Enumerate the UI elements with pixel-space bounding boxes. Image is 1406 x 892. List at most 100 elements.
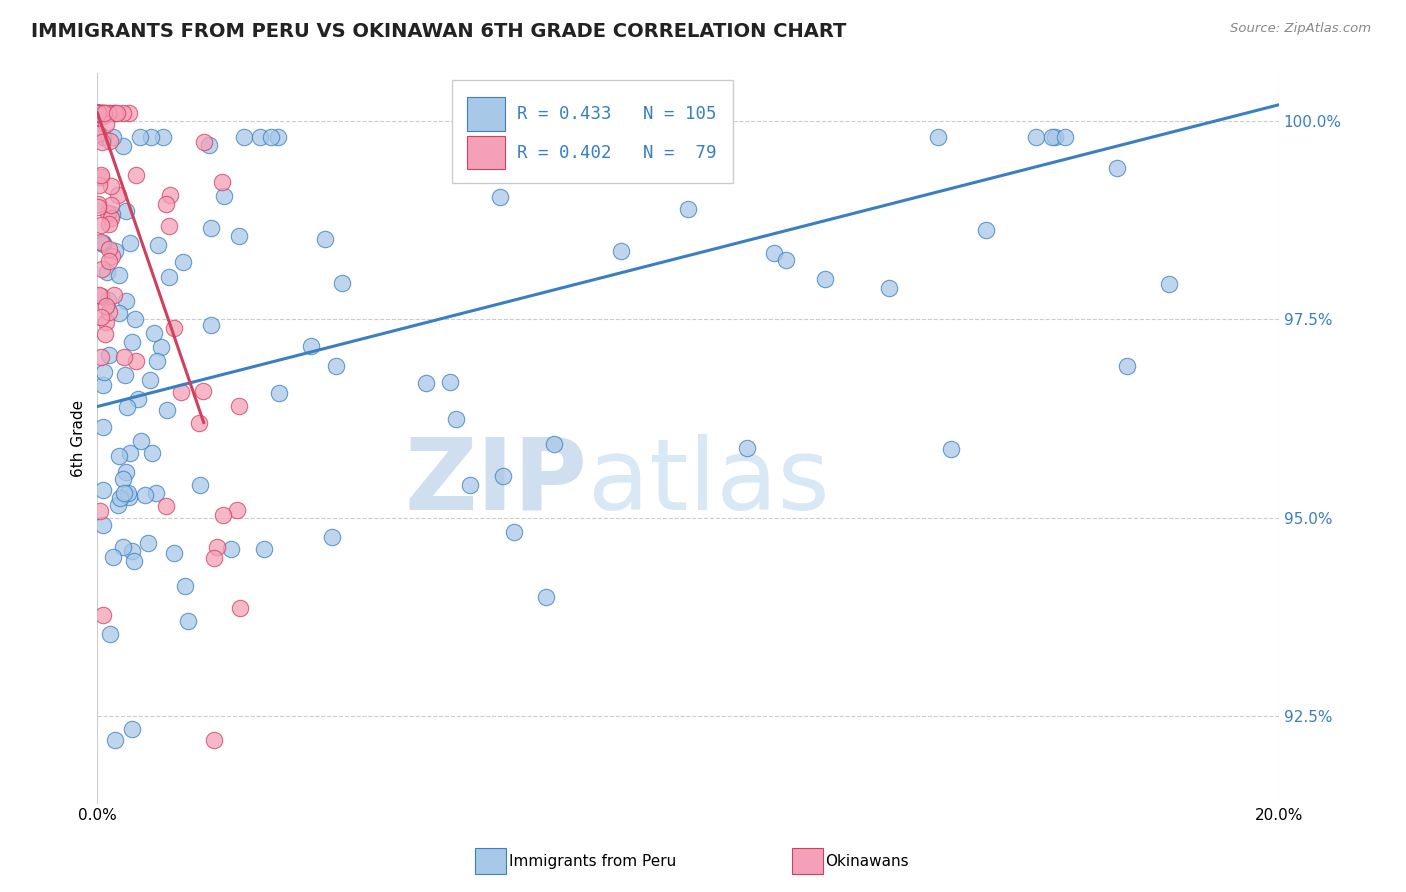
- Point: [120, 445, 142, 459]
- Point: [103, 549, 125, 564]
- Text: Okinawans: Okinawans: [825, 855, 908, 869]
- Point: [87, 127, 110, 141]
- Point: [172, 254, 194, 268]
- Point: [503, 525, 526, 540]
- Point: [610, 244, 633, 258]
- Point: [458, 478, 481, 492]
- Point: [136, 535, 159, 549]
- Point: [157, 269, 180, 284]
- Point: [128, 129, 150, 144]
- Point: [98, 627, 121, 641]
- Point: [121, 335, 143, 350]
- Text: Source: ZipAtlas.com: Source: ZipAtlas.com: [1230, 22, 1371, 36]
- Point: [299, 339, 322, 353]
- Point: [444, 411, 467, 425]
- Point: [87, 178, 110, 192]
- Point: [108, 491, 131, 506]
- Point: [155, 499, 177, 513]
- Point: [202, 551, 225, 566]
- Point: [939, 442, 962, 457]
- Point: [159, 187, 181, 202]
- Point: [111, 541, 134, 555]
- Point: [229, 600, 252, 615]
- Point: [228, 228, 250, 243]
- Point: [228, 399, 250, 413]
- FancyBboxPatch shape: [467, 136, 505, 169]
- Point: [108, 449, 131, 463]
- Point: [108, 268, 131, 283]
- Text: ZIP: ZIP: [405, 434, 588, 531]
- Point: [115, 204, 138, 219]
- Point: [202, 733, 225, 747]
- Point: [176, 614, 198, 628]
- Point: [91, 419, 114, 434]
- Point: [97, 206, 120, 220]
- Point: [146, 238, 169, 252]
- Point: [146, 354, 169, 368]
- Point: [134, 488, 156, 502]
- Point: [170, 384, 193, 399]
- Point: [120, 236, 142, 251]
- Point: [112, 350, 135, 364]
- Point: [90, 351, 112, 365]
- Point: [87, 105, 110, 120]
- Point: [676, 202, 699, 216]
- Point: [1105, 161, 1128, 176]
- Point: [211, 175, 233, 189]
- Point: [90, 169, 112, 183]
- Point: [87, 200, 110, 214]
- Point: [101, 207, 124, 221]
- Point: [269, 386, 291, 401]
- Point: [1053, 129, 1076, 144]
- Point: [543, 437, 565, 451]
- Point: [1025, 129, 1047, 144]
- Point: [86, 105, 108, 120]
- Point: [87, 105, 110, 120]
- Point: [155, 403, 177, 417]
- Point: [93, 326, 115, 341]
- Point: [114, 368, 136, 382]
- Point: [877, 281, 900, 295]
- Point: [86, 197, 108, 211]
- Point: [103, 287, 125, 301]
- Point: [488, 190, 510, 204]
- Point: [325, 359, 347, 373]
- Point: [191, 384, 214, 398]
- Point: [974, 223, 997, 237]
- Point: [97, 293, 120, 307]
- Point: [212, 189, 235, 203]
- Point: [188, 416, 211, 430]
- Point: [89, 503, 111, 517]
- Point: [200, 221, 222, 235]
- Point: [492, 469, 515, 483]
- Point: [87, 105, 110, 120]
- Point: [124, 354, 146, 368]
- Point: [91, 608, 114, 623]
- Point: [118, 490, 141, 504]
- Point: [188, 478, 211, 492]
- Point: [91, 129, 114, 144]
- Point: [87, 105, 110, 120]
- Text: Immigrants from Peru: Immigrants from Peru: [509, 855, 676, 869]
- Point: [139, 129, 162, 144]
- Point: [107, 188, 129, 202]
- Point: [112, 472, 135, 486]
- Point: [104, 733, 127, 747]
- Point: [314, 232, 336, 246]
- Point: [249, 129, 271, 144]
- FancyBboxPatch shape: [451, 80, 733, 183]
- Point: [124, 311, 146, 326]
- Point: [87, 127, 110, 141]
- Point: [163, 320, 186, 334]
- Point: [94, 299, 117, 313]
- Point: [91, 105, 114, 120]
- Point: [94, 105, 117, 120]
- Point: [111, 105, 134, 120]
- Point: [1159, 277, 1181, 292]
- Y-axis label: 6th Grade: 6th Grade: [72, 400, 86, 477]
- Point: [775, 253, 797, 268]
- Point: [87, 105, 110, 120]
- Point: [91, 105, 114, 120]
- Point: [86, 105, 108, 120]
- Point: [253, 541, 276, 556]
